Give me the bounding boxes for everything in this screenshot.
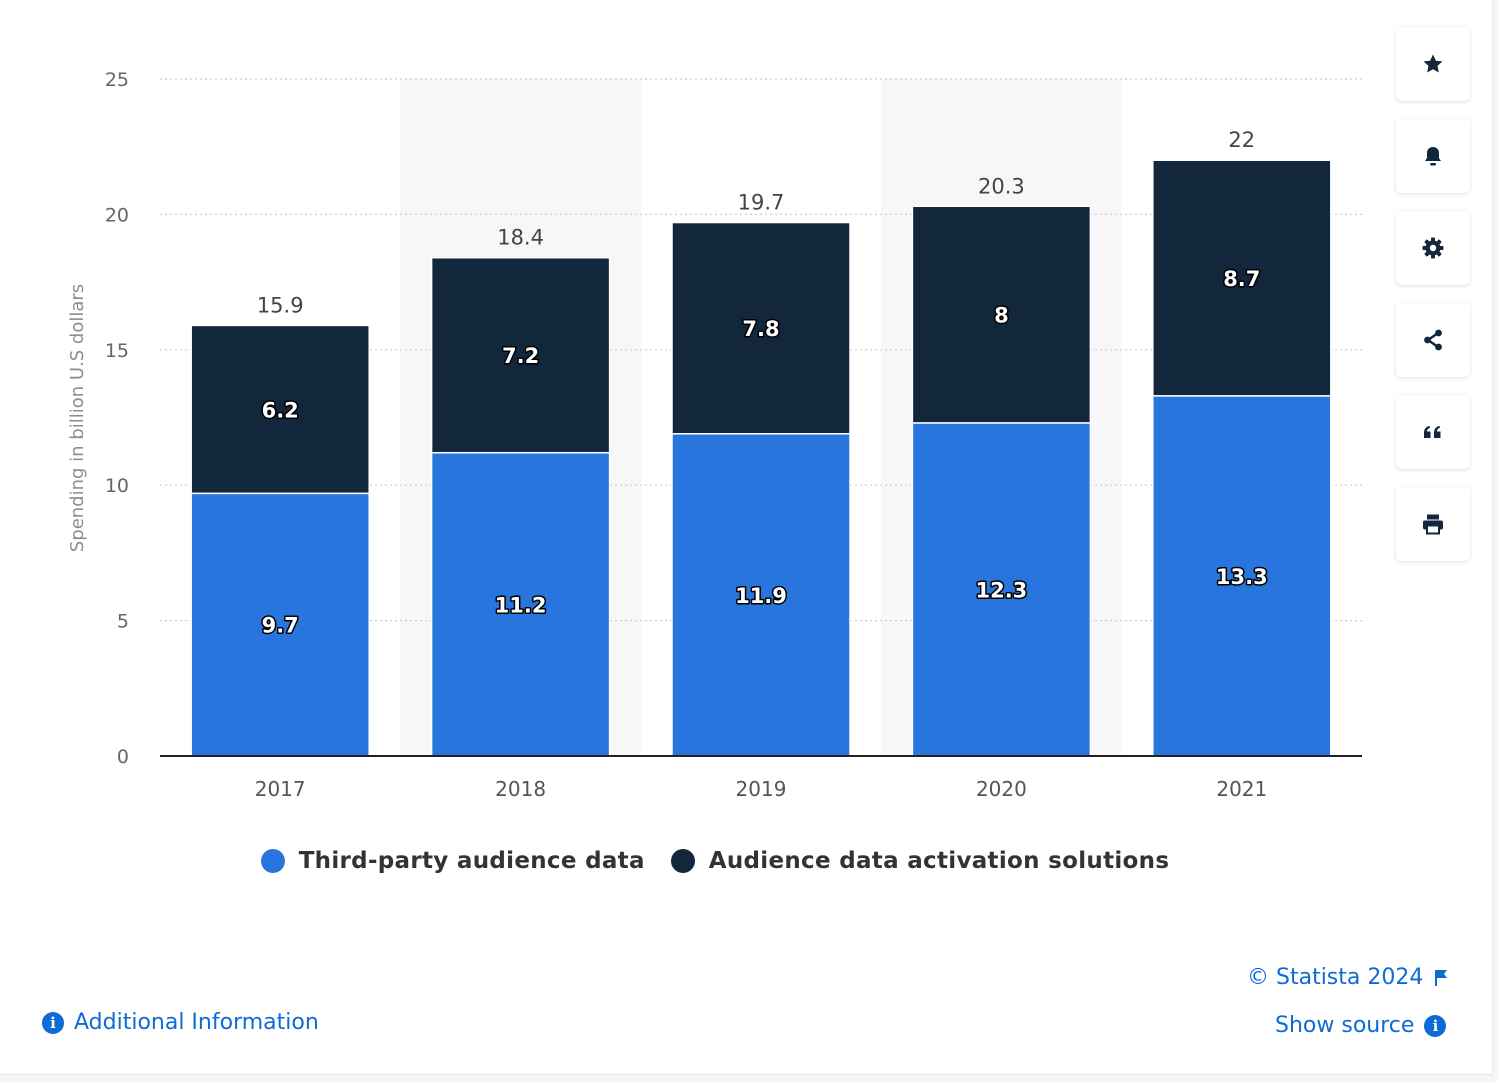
x-axis-ticks: 2017 2018 2019 2020 2021	[255, 777, 1268, 801]
legend-label-activation: Audience data activation solutions	[708, 848, 1170, 874]
bell-icon	[1425, 147, 1441, 166]
favorite-button[interactable]	[1396, 27, 1470, 101]
data-label: 8	[994, 304, 1009, 328]
x-tick-label: 2019	[736, 777, 787, 801]
data-label: 8.7	[1223, 267, 1260, 291]
total-label: 20.3	[978, 174, 1025, 198]
bar-2018-series-2	[430, 256, 611, 454]
y-tick-label: 25	[105, 69, 129, 91]
share-button[interactable]	[1396, 303, 1470, 377]
data-label: 9.7	[262, 614, 299, 638]
data-label: 7.8	[742, 317, 779, 341]
y-tick-label: 5	[117, 611, 129, 633]
additional-information-text: Additional Information	[74, 1010, 319, 1035]
star-icon	[1423, 54, 1443, 73]
y-tick-label: 10	[105, 475, 129, 497]
notification-button[interactable]	[1396, 119, 1470, 193]
y-tick-label: 0	[117, 746, 129, 768]
cite-button[interactable]	[1396, 395, 1470, 469]
total-label: 18.4	[497, 226, 544, 250]
quote-icon	[1424, 426, 1441, 438]
total-label: 15.9	[257, 293, 304, 317]
data-label: 13.3	[1216, 565, 1268, 589]
bar-2021-series-1	[1152, 395, 1332, 757]
x-tick-label: 2018	[495, 777, 546, 801]
info-icon: i	[42, 1011, 64, 1034]
x-tick-label: 2020	[976, 777, 1027, 801]
y-axis-ticks: 0 5 10 15 20 25	[105, 69, 129, 768]
y-tick-label: 15	[105, 340, 129, 362]
print-button[interactable]	[1396, 487, 1470, 561]
info-icon: i	[1424, 1014, 1447, 1037]
data-label: 11.9	[735, 584, 787, 608]
share-icon	[1424, 329, 1442, 351]
legend-label-third-party: Third-party audience data	[298, 848, 645, 874]
x-tick-label: 2017	[255, 777, 306, 801]
flag-icon	[1435, 969, 1448, 986]
legend-item-activation[interactable]: Audience data activation solutions	[670, 848, 1170, 874]
bar-2018-series-1	[430, 451, 611, 757]
bar-2021-series-2	[1152, 159, 1332, 397]
data-label: 6.2	[262, 398, 299, 422]
bar-2019-series-1	[671, 432, 851, 757]
y-tick-label: 20	[105, 204, 129, 226]
print-icon	[1423, 514, 1443, 535]
bars: 9.7 6.2 15.9 11.2 7.2 18.4 11.9 7.8 19.7 12.3 8 20.…	[190, 128, 1332, 757]
show-source-link[interactable]: Show source i	[1275, 1013, 1447, 1038]
bar-2019-series-2	[671, 221, 851, 435]
bar-2017-series-1	[190, 492, 370, 757]
copyright-text: © Statista 2024	[1247, 965, 1424, 990]
total-label: 22	[1228, 128, 1255, 152]
bar-2020-series-2	[911, 205, 1092, 424]
data-label: 11.2	[495, 593, 547, 617]
toolbar	[1396, 27, 1470, 579]
show-source-text: Show source	[1275, 1013, 1415, 1038]
y-axis-label: Spending in billion U.S dollars	[67, 284, 88, 552]
data-label: 7.2	[502, 344, 539, 368]
legend-dot-third-party	[260, 849, 285, 873]
total-label: 19.7	[738, 191, 785, 215]
copyright-link[interactable]: © Statista 2024	[1247, 965, 1449, 990]
additional-information-link[interactable]: i Additional Information	[42, 1010, 319, 1035]
x-tick-label: 2021	[1216, 777, 1267, 801]
chart: 0 5 10 15 20 25 9.7 6.2 15.9 11.2 7.2 18.4 11.9 7.8 1…	[67, 69, 1362, 801]
data-label: 12.3	[975, 578, 1027, 602]
legend-item-third-party[interactable]: Third-party audience data	[260, 848, 645, 874]
legend-dot-activation	[670, 849, 695, 873]
gear-icon	[1422, 237, 1444, 259]
legend: Third-party audience data Audience data …	[0, 848, 1430, 874]
settings-button[interactable]	[1396, 211, 1470, 285]
bar-2017-series-2	[190, 324, 370, 495]
